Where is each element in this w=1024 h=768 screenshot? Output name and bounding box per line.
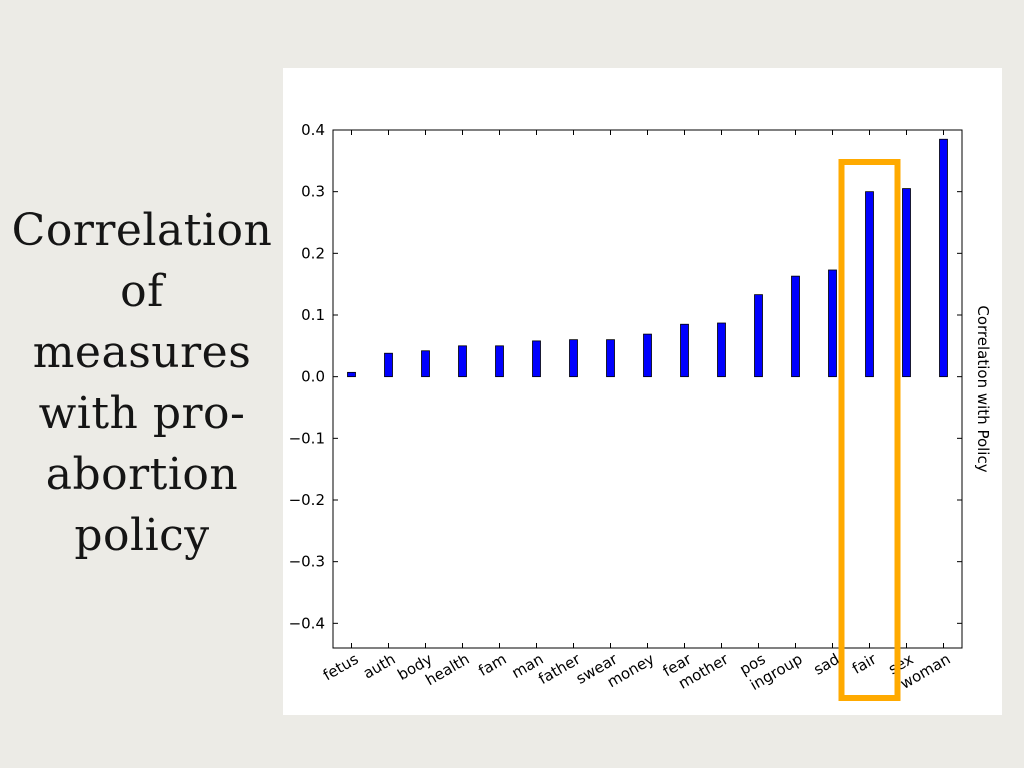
chart-panel: 0.4 0.3 0.2 0.1 0.0 −0.1 −0.2 −0.3 −0.4 fetus aut… bbox=[283, 68, 1002, 715]
bar-health bbox=[458, 345, 467, 378]
x-tick-label: sad bbox=[811, 650, 843, 679]
x-tick-label: auth bbox=[360, 650, 399, 683]
bar-chart: 0.4 0.3 0.2 0.1 0.0 −0.1 −0.2 −0.3 −0.4 fetusaut… bbox=[289, 121, 992, 701]
y-tick-label: −0.1 bbox=[289, 429, 325, 447]
slide-title-line: policy bbox=[74, 510, 210, 561]
y-tick-label: −0.4 bbox=[289, 614, 325, 632]
x-tick-label: fetus bbox=[320, 650, 362, 685]
bar-mother bbox=[717, 322, 726, 378]
y-tick-label: 0.0 bbox=[301, 368, 325, 386]
bars bbox=[347, 138, 948, 378]
slide-title-line: measures bbox=[32, 327, 252, 378]
bar-sad bbox=[828, 269, 837, 378]
bar-money bbox=[643, 333, 652, 378]
slide-title-line: with pro- bbox=[38, 388, 246, 439]
bar-woman bbox=[939, 138, 948, 378]
bar-pos bbox=[754, 294, 763, 378]
bar-father bbox=[569, 339, 578, 378]
x-tick-label: fair bbox=[849, 649, 880, 677]
bar-fear bbox=[680, 323, 689, 378]
slide-title-line: abortion bbox=[45, 449, 239, 500]
bar-man bbox=[532, 340, 541, 378]
y-tick-label: 0.3 bbox=[301, 183, 325, 201]
slide-title-line: Correlation bbox=[11, 205, 273, 256]
bar-swear bbox=[606, 339, 615, 378]
y-tick-label: 0.1 bbox=[301, 306, 325, 324]
bar-fam bbox=[495, 345, 504, 378]
bar-fetus bbox=[347, 371, 356, 378]
y-tick-label: −0.3 bbox=[289, 553, 325, 571]
bar-auth bbox=[384, 352, 393, 378]
bar-ingroup bbox=[791, 275, 800, 378]
plot-frame bbox=[332, 129, 963, 649]
y-axis-ticks: 0.4 0.3 0.2 0.1 0.0 −0.1 −0.2 −0.3 −0.4 bbox=[289, 121, 962, 632]
highlight-box bbox=[838, 159, 901, 701]
slide-title-line: of bbox=[120, 266, 164, 317]
x-tick-label: fam bbox=[475, 650, 509, 680]
y-tick-label: 0.2 bbox=[301, 244, 325, 262]
y-axis-label: Correlation with Policy bbox=[974, 305, 992, 472]
y-tick-label: 0.4 bbox=[301, 121, 325, 139]
slide-title: Correlation of measures with pro- aborti… bbox=[8, 200, 276, 566]
bar-sex bbox=[902, 188, 911, 378]
y-tick-label: −0.2 bbox=[289, 491, 325, 509]
bar-fair bbox=[865, 191, 874, 378]
bar-body bbox=[421, 350, 430, 378]
